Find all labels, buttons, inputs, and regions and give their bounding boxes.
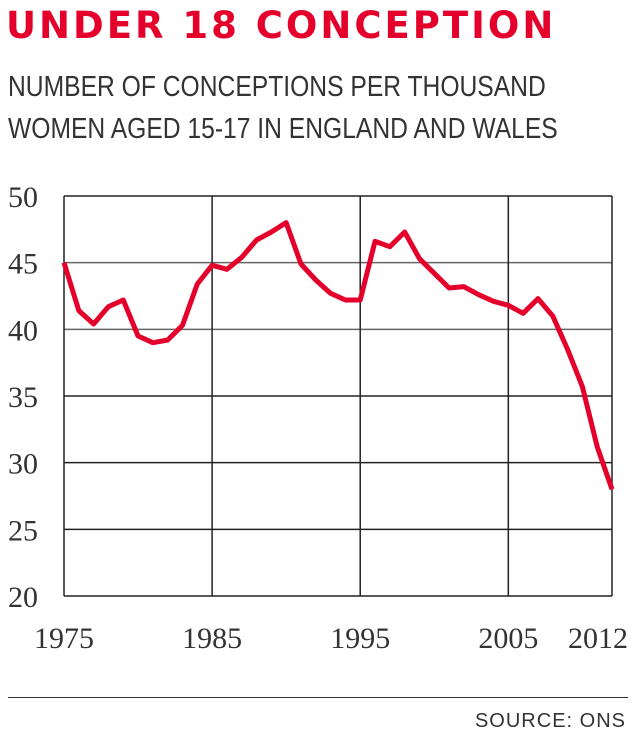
x-tick-label: 1995 xyxy=(330,622,390,655)
series-line xyxy=(61,220,615,491)
subtitle-line-1: NUMBER OF CONCEPTIONS PER THOUSAND xyxy=(8,71,546,103)
y-tick-label: 35 xyxy=(8,381,38,414)
y-tick-label: 40 xyxy=(8,314,38,347)
chart-title: UNDER 18 CONCEPTION xyxy=(6,4,557,47)
y-tick-label: 20 xyxy=(8,581,38,614)
y-tick-label: 50 xyxy=(8,181,38,214)
chart-subtitle: NUMBER OF CONCEPTIONS PER THOUSAND WOMEN… xyxy=(8,66,558,150)
x-tick-label: 1975 xyxy=(34,622,94,655)
subtitle-line-2: WOMEN AGED 15-17 IN ENGLAND AND WALES xyxy=(8,113,558,145)
y-tick-label: 25 xyxy=(8,514,38,547)
y-tick-label: 30 xyxy=(8,448,38,481)
x-tick-label: 2005 xyxy=(478,622,538,655)
divider xyxy=(8,697,628,698)
x-tick-label: 1985 xyxy=(182,622,242,655)
line-chart: 50 45 40 35 30 25 20 1975 1985 1995 2005 2012 xyxy=(8,181,628,655)
x-tick-label: 2012 xyxy=(568,622,628,655)
source-note: SOURCE: ONS xyxy=(474,710,626,732)
y-tick-label: 45 xyxy=(8,248,38,281)
